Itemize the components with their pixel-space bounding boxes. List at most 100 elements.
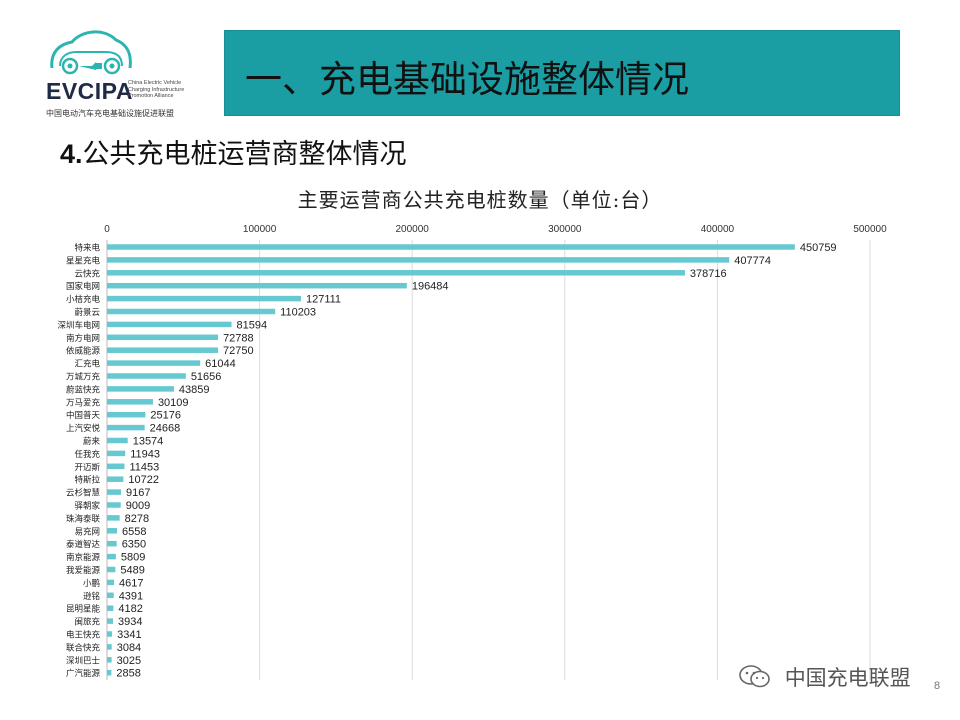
data-label: 30109 [158,397,189,409]
x-tick-label: 500000 [853,224,887,235]
category-label: 泰道智达 [66,539,101,550]
bar [107,631,113,637]
bar [107,502,121,508]
bar [107,334,219,341]
data-label: 4182 [118,603,142,615]
data-label: 6350 [122,539,146,551]
data-label: 3341 [117,629,141,641]
bar [107,257,730,263]
x-tick-label: 400000 [701,224,735,235]
header-bar: 一、充电基础设施整体情况 [224,30,900,116]
bar [107,579,115,586]
page-title: 一、充电基础设施整体情况 [245,58,689,101]
category-label: 我爱能源 [66,565,101,576]
bar [107,424,145,431]
bar [107,244,795,250]
data-label: 81594 [237,319,268,331]
category-label: 汇充电 [74,359,100,370]
car-charging-logo-icon [50,30,132,75]
data-label: 378716 [690,268,727,280]
category-label: 星星充电 [66,255,101,266]
category-label: 蔚蓝快充 [66,384,101,395]
x-tick-label: 200000 [396,224,430,235]
category-label: 国家电网 [66,281,100,292]
evcipa-logo: EVCIPA China Electric Vehicle Charging I… [40,22,210,122]
category-label: 特斯拉 [74,475,100,486]
bar [107,321,232,328]
bar [107,605,114,611]
data-label: 6558 [122,526,146,538]
bar [107,540,117,547]
data-label: 13574 [133,436,164,448]
logo-chinese-text: 中国电动汽车充电基础设施促进联盟 [46,109,174,118]
bar [107,566,116,573]
category-label: 云杉智慧 [66,488,101,499]
data-label: 127111 [306,294,341,306]
data-label: 43859 [179,384,210,396]
data-label: 3934 [118,616,142,628]
bar [107,669,112,676]
bar [107,644,112,650]
category-label: 昆明星能 [66,604,101,615]
bar [107,295,301,302]
category-label: 小鹏 [83,578,100,589]
x-tick-label: 300000 [548,224,582,235]
bar [107,657,112,663]
category-label: 南京能源 [66,552,101,563]
category-label: 云快充 [74,268,100,279]
data-label: 11453 [129,461,159,473]
category-label: 蔚来 [83,436,101,447]
data-label: 407774 [734,255,771,267]
data-label: 110203 [280,307,316,319]
bar [107,411,146,418]
bar [107,489,121,495]
category-label: 闽旅充 [74,617,100,628]
bar [107,399,153,405]
data-label: 5809 [121,552,145,564]
bar [107,270,685,276]
data-label: 196484 [412,281,449,293]
bar [107,618,114,624]
data-label: 25176 [150,410,181,422]
x-tick-label: 100000 [243,224,277,235]
section-heading: 4.公共充电桩运营商整体情况 [60,132,407,171]
data-label: 4391 [119,590,143,602]
bar [107,347,219,353]
bar [107,463,125,470]
category-label: 联合快充 [66,642,101,653]
bar [107,282,407,289]
data-label: 3084 [117,642,141,654]
data-label: 10722 [128,474,159,486]
bar [107,373,186,379]
category-label: 小桔充电 [66,294,101,305]
bar [107,528,118,534]
x-tick-label: 0 [104,224,110,235]
bar [107,553,116,560]
data-label: 450759 [800,242,837,254]
category-label: 逊铭 [83,591,100,602]
bar [107,515,120,521]
category-label: 电王快充 [66,630,101,641]
data-label: 61044 [205,358,236,370]
data-label: 11943 [130,448,160,460]
category-label: 深圳巴士 [66,655,101,666]
data-label: 5489 [120,565,144,577]
data-label: 4617 [119,577,143,589]
category-label: 依威能源 [66,346,101,357]
page-number: 8 [934,680,941,692]
logo-name: EVCIPA [46,78,133,104]
bar [107,386,174,392]
data-label: 9167 [126,487,150,499]
category-label: 广汽能源 [66,668,101,679]
category-label: 驿朝家 [74,501,100,512]
category-label: 特来电 [74,243,100,254]
data-label: 2858 [116,668,140,680]
wechat-icon [739,665,770,688]
category-label: 开迈斯 [74,462,100,473]
category-label: 上汽安悦 [66,423,101,434]
logo-english-text: China Electric Vehicle Charging Infrastr… [128,80,185,99]
wechat-watermark: 中国充电联盟 [738,662,911,692]
bar [107,476,124,482]
chart-title: 主要运营商公共充电桩数量（单位:台） [297,188,663,212]
